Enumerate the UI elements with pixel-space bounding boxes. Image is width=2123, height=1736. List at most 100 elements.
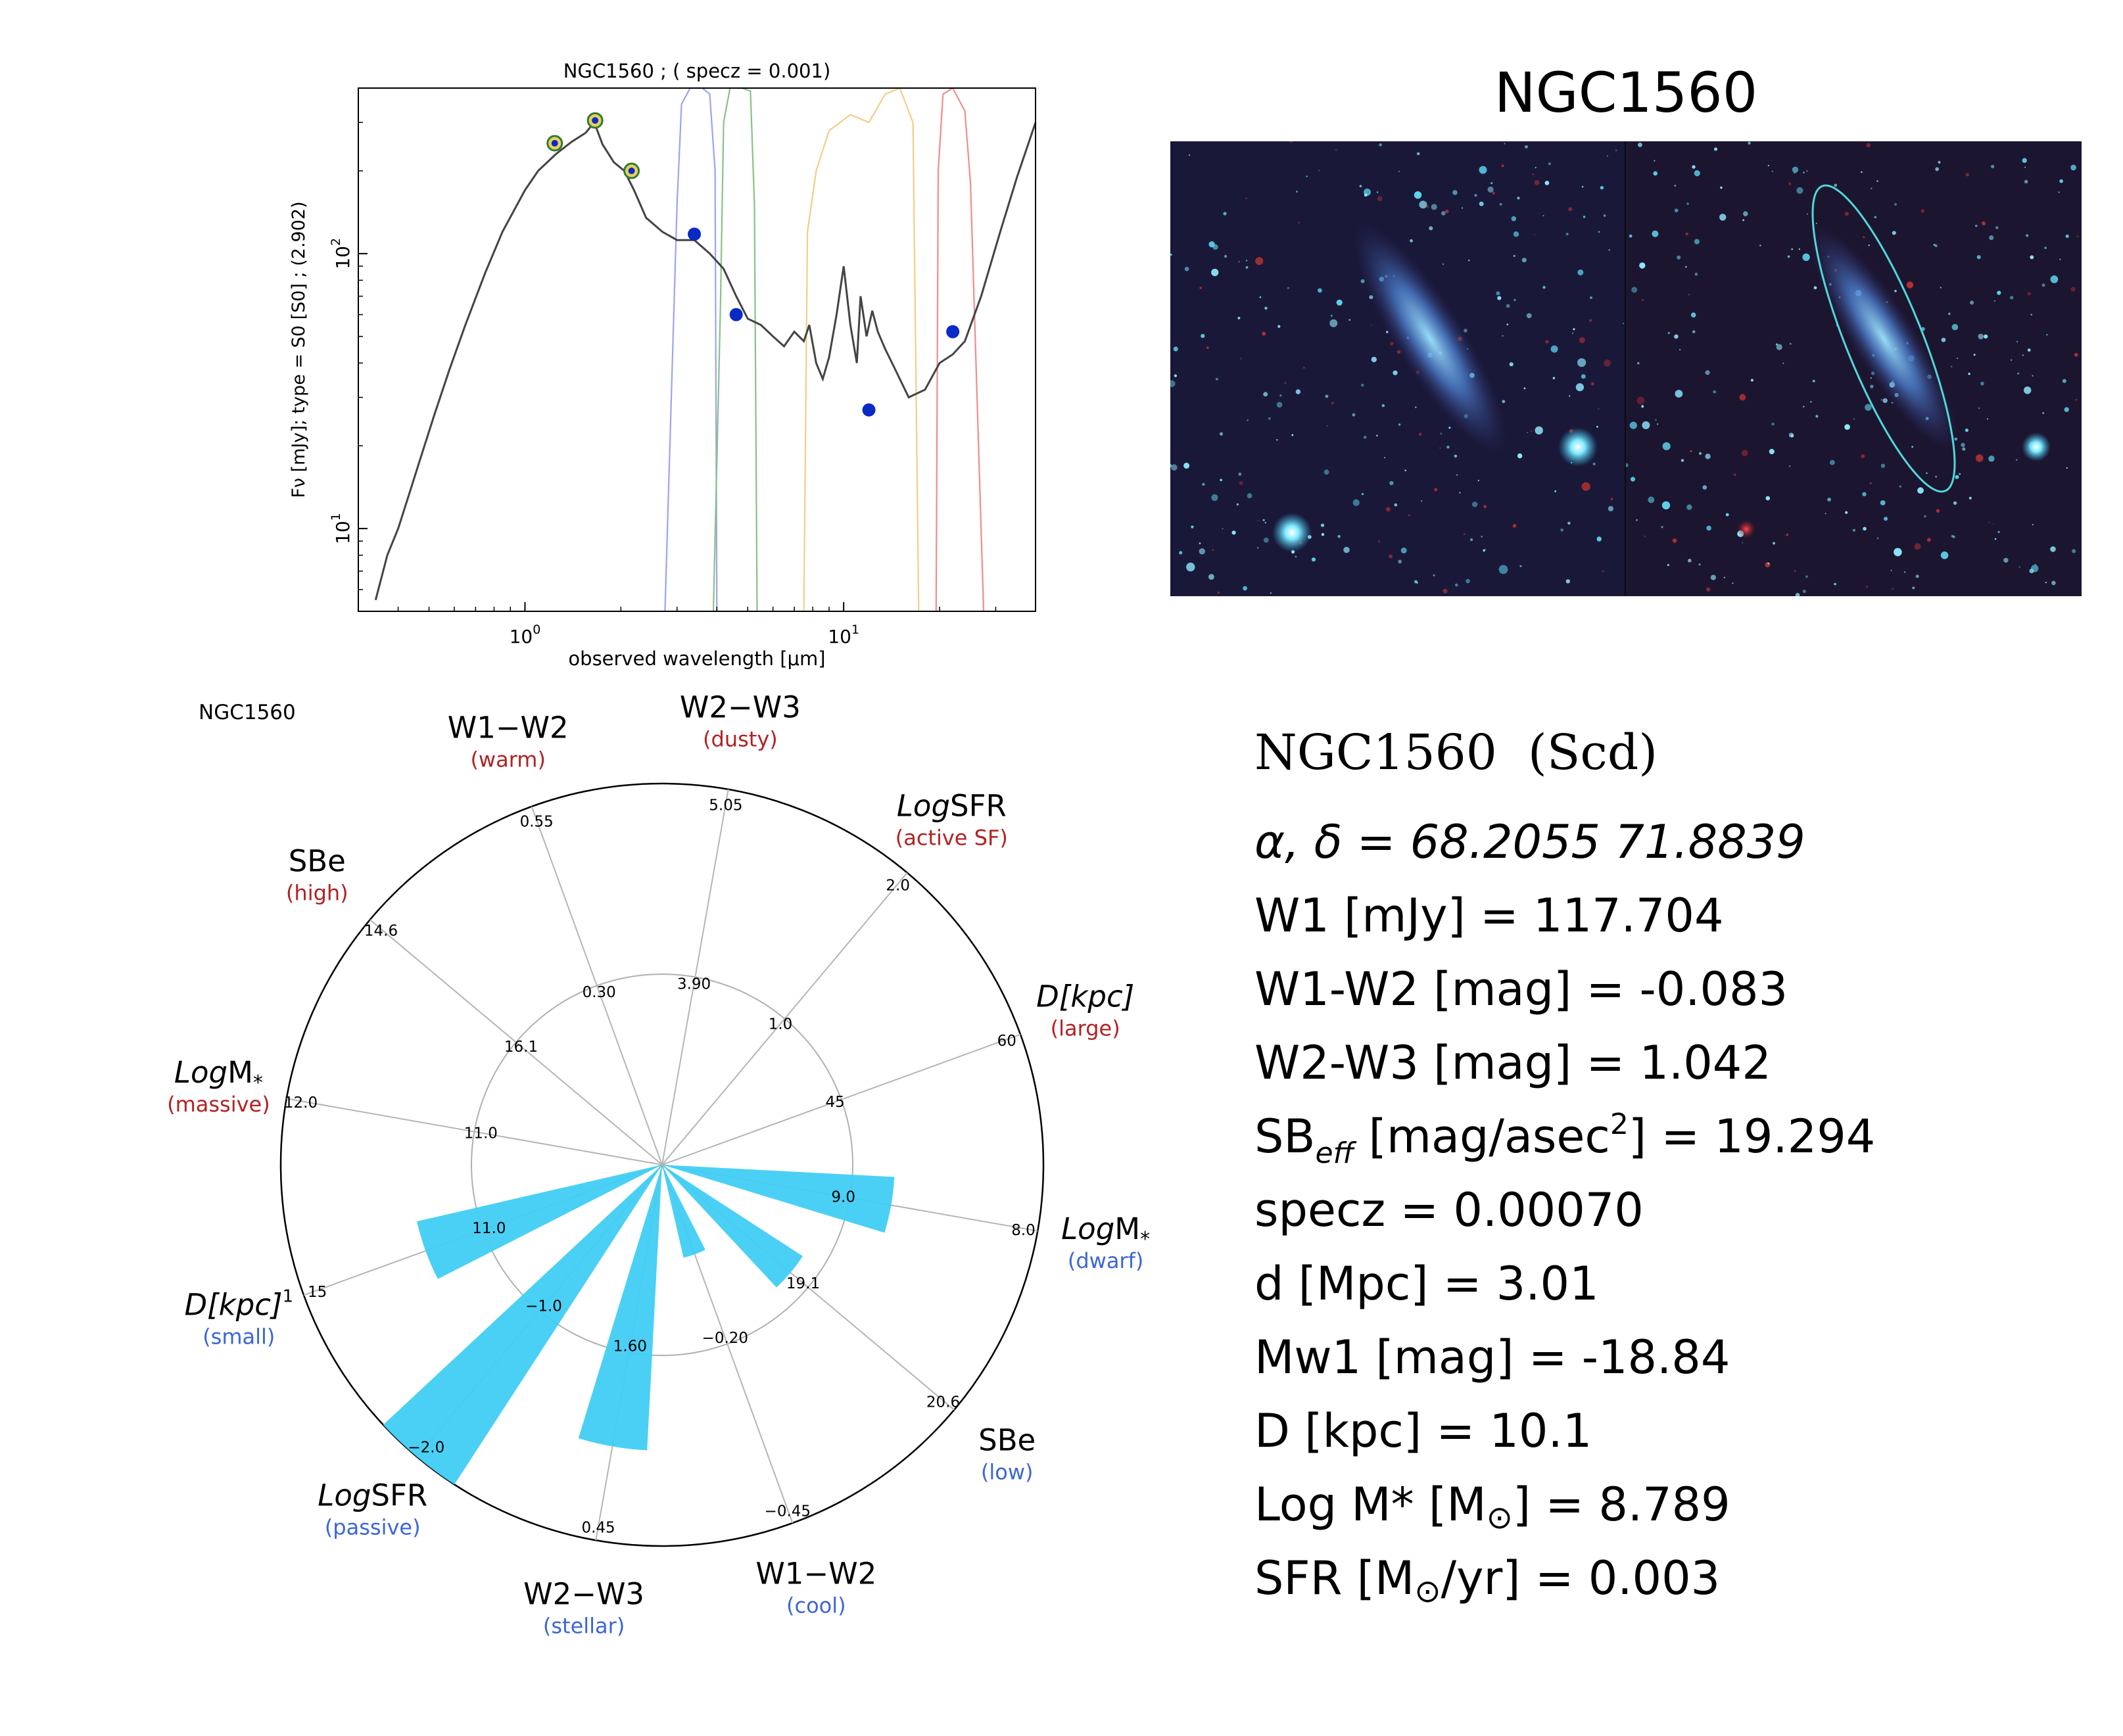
star	[1892, 231, 1896, 235]
star	[1277, 325, 1281, 328]
star	[1456, 474, 1458, 476]
star	[1803, 406, 1805, 408]
w2w3-line: W2-W3 [mag] = 1.042	[1254, 1036, 1771, 1090]
star	[1672, 538, 1677, 543]
star	[1852, 528, 1855, 532]
star	[2062, 379, 2066, 383]
star	[1201, 334, 1205, 339]
y-tick-label: 102	[329, 238, 354, 270]
star	[1548, 162, 1551, 166]
star	[1259, 296, 1262, 298]
star	[1674, 334, 1679, 339]
star	[1980, 381, 1984, 386]
star	[1496, 291, 1500, 296]
star	[1834, 582, 1836, 586]
star	[2027, 292, 2031, 296]
star	[2070, 287, 2076, 292]
star	[1950, 365, 1953, 367]
star	[1223, 212, 1227, 216]
star	[1474, 194, 1477, 197]
star	[1263, 392, 1268, 397]
star	[1988, 456, 1995, 462]
radar-spoke	[370, 919, 663, 1165]
y-tick-label: 101	[329, 513, 354, 544]
star	[1442, 263, 1444, 265]
star	[1455, 583, 1458, 587]
star	[2072, 549, 2076, 553]
star	[1419, 200, 1427, 209]
sb-subscript: eff	[1315, 1137, 1354, 1170]
star	[2065, 234, 2069, 238]
star	[1389, 554, 1393, 559]
star	[1941, 337, 1946, 342]
star	[1652, 230, 1659, 237]
star	[1742, 542, 1744, 544]
star	[1870, 385, 1874, 388]
star	[1513, 254, 1515, 257]
star	[1702, 485, 1707, 490]
star	[1371, 356, 1377, 363]
star	[1296, 191, 1298, 193]
radar-spoke	[286, 1098, 663, 1165]
star	[1868, 245, 1870, 246]
star	[1636, 519, 1638, 521]
galaxy-right	[1809, 225, 1959, 452]
x-tick-label: 101	[828, 622, 859, 647]
star	[1638, 143, 1642, 147]
sed-model-line	[374, 120, 1037, 601]
star	[1279, 394, 1282, 397]
star	[1429, 226, 1433, 231]
star	[1975, 454, 1984, 462]
star	[1911, 446, 1914, 448]
star	[1940, 551, 1949, 559]
star	[1679, 349, 1681, 350]
star	[1688, 294, 1690, 296]
star	[1688, 559, 1692, 563]
star	[1542, 215, 1544, 217]
star	[1247, 419, 1249, 421]
star	[1509, 362, 1514, 367]
star	[1732, 582, 1734, 584]
star	[1573, 328, 1575, 331]
radar-tick-inner: 45	[825, 1094, 844, 1111]
star	[1705, 370, 1710, 375]
distance-mpc-line: d [Mpc] = 3.01	[1254, 1257, 1599, 1311]
star	[2024, 166, 2026, 168]
star	[1238, 472, 1242, 476]
star	[1264, 521, 1266, 524]
star	[1170, 254, 1172, 256]
star	[2017, 372, 2019, 375]
star	[1463, 533, 1466, 536]
radar-inner-ring	[471, 974, 853, 1356]
star	[1694, 239, 1700, 245]
star	[1988, 521, 1990, 524]
star	[1686, 202, 1689, 205]
logm-line: Log M* [M⊙] = 8.789	[1254, 1468, 2076, 1541]
bright-star	[1558, 427, 1598, 467]
star	[1348, 319, 1351, 321]
star	[1606, 155, 1608, 157]
star	[1720, 186, 1723, 189]
star	[1378, 540, 1380, 542]
w1w2-line: W1-W2 [mag] = -0.083	[1254, 962, 1788, 1016]
star	[1825, 513, 1826, 515]
star	[1245, 266, 1249, 269]
star	[1568, 207, 1573, 212]
star	[1892, 588, 1894, 590]
star	[1219, 432, 1224, 436]
star	[1608, 505, 1613, 511]
star	[1398, 559, 1402, 564]
radar-axis-label: SBe	[289, 844, 346, 879]
star	[1861, 454, 1865, 458]
star	[1461, 207, 1464, 209]
star	[1631, 287, 1638, 293]
star	[1796, 187, 1803, 194]
star	[1467, 259, 1470, 262]
star	[2003, 557, 2009, 563]
star	[1723, 576, 1725, 578]
star	[1527, 432, 1529, 433]
star	[1514, 298, 1516, 302]
radar-spoke	[531, 806, 663, 1165]
star	[1444, 209, 1449, 214]
star	[1238, 261, 1240, 263]
